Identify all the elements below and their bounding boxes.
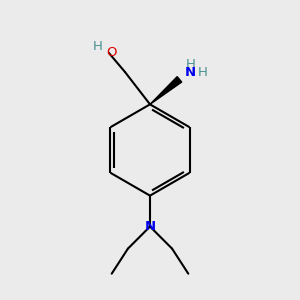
Text: H: H [93, 40, 103, 53]
Text: H: H [186, 58, 196, 71]
Text: N: N [185, 66, 196, 80]
Polygon shape [150, 76, 182, 104]
Text: N: N [144, 220, 156, 233]
Text: O: O [106, 46, 117, 59]
Text: H: H [198, 66, 208, 80]
